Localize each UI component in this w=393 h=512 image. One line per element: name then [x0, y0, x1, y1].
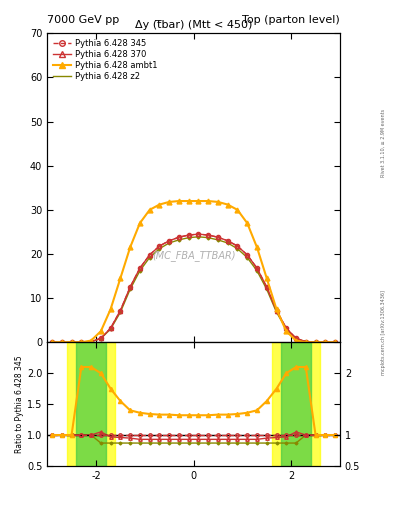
Text: mcplots.cern.ch [arXiv:1306.3436]: mcplots.cern.ch [arXiv:1306.3436] — [381, 290, 386, 375]
Text: (MC_FBA_TTBAR): (MC_FBA_TTBAR) — [152, 250, 235, 261]
Title: Δy (t̅bar) (Mtt < 450): Δy (t̅bar) (Mtt < 450) — [135, 20, 252, 30]
Text: Rivet 3.1.10, ≥ 2.9M events: Rivet 3.1.10, ≥ 2.9M events — [381, 109, 386, 178]
Bar — [67, 343, 116, 466]
Bar — [281, 343, 310, 466]
Y-axis label: Ratio to Pythia 6.428 345: Ratio to Pythia 6.428 345 — [15, 355, 24, 453]
Bar — [272, 343, 320, 466]
Text: Top (parton level): Top (parton level) — [242, 14, 340, 25]
Legend: Pythia 6.428 345, Pythia 6.428 370, Pythia 6.428 ambt1, Pythia 6.428 z2: Pythia 6.428 345, Pythia 6.428 370, Pyth… — [51, 37, 160, 83]
Bar — [77, 343, 106, 466]
Text: 7000 GeV pp: 7000 GeV pp — [47, 14, 119, 25]
